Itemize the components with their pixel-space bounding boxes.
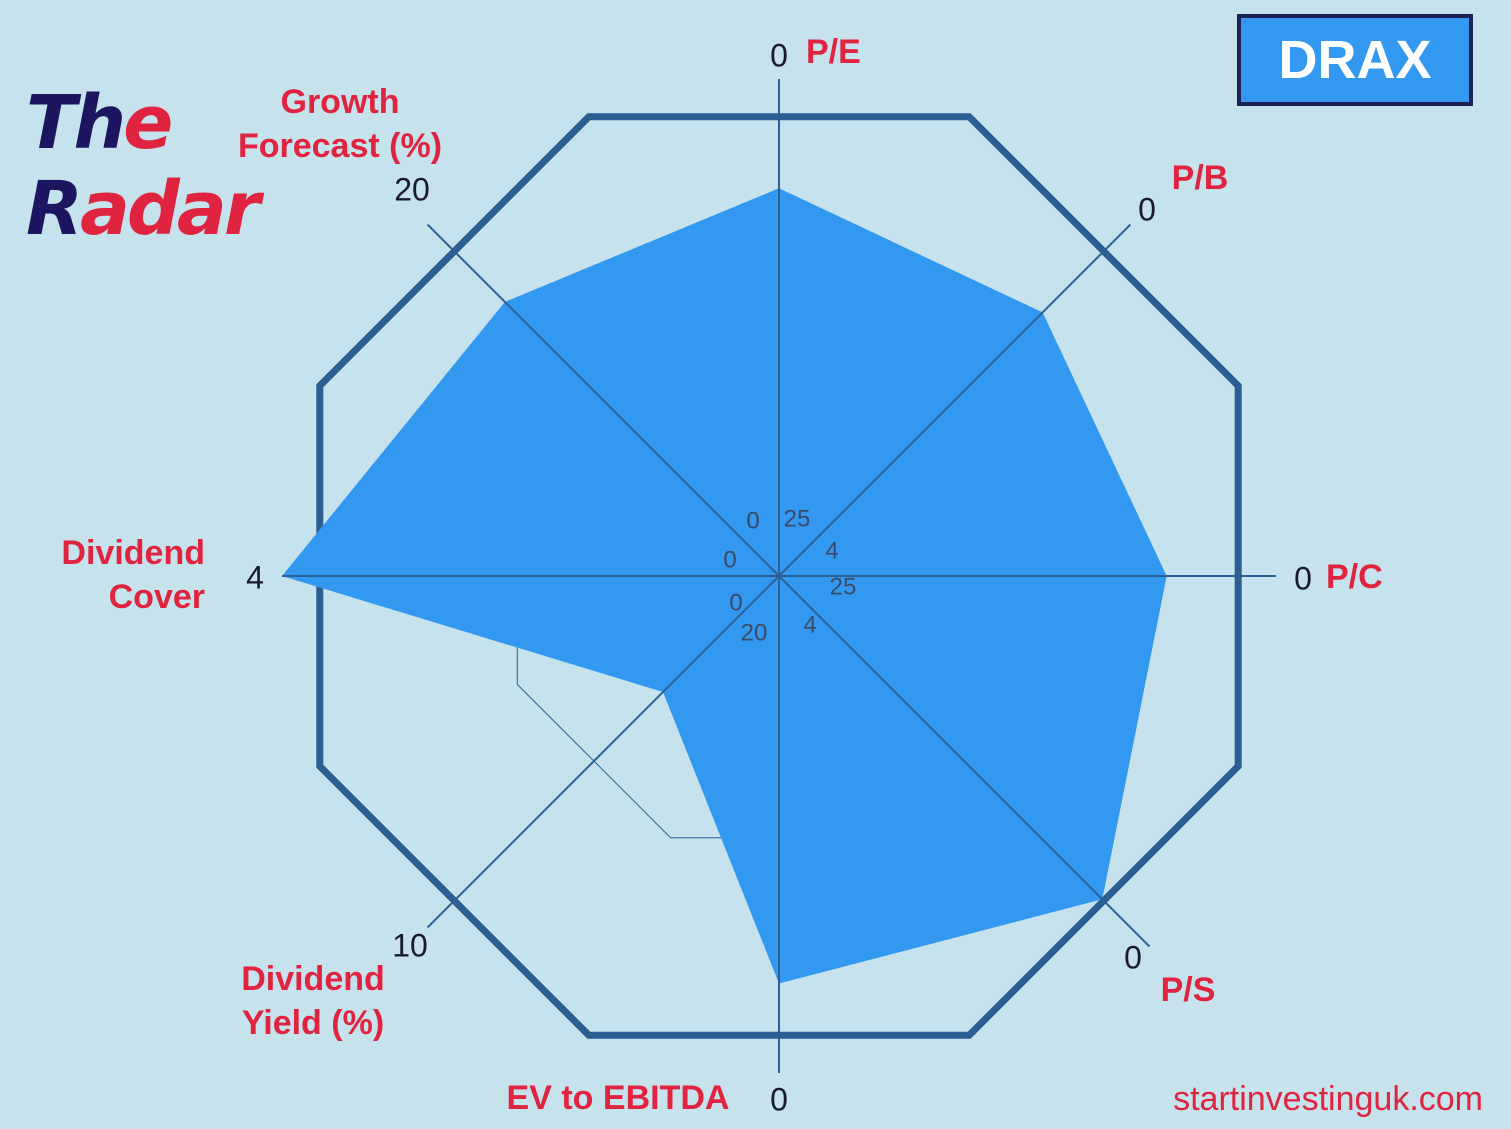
axis-label-line: P/E — [806, 33, 861, 71]
inner-tick-3: 25 — [830, 573, 857, 600]
axis-label-6: Dividend Yield (%) — [241, 960, 385, 1042]
axis-label-line: Growth — [281, 83, 400, 121]
inner-tick-1: 25 — [784, 505, 811, 532]
outer-tick-3: 0 — [1294, 560, 1312, 596]
axis-label-line: EV to EBITDA — [507, 1079, 730, 1117]
inner-tick-5: 20 — [741, 619, 768, 646]
outer-octagon-frame — [316, 113, 1242, 1039]
outer-tick-8: 20 — [394, 171, 430, 207]
axis-line-2 — [778, 223, 1132, 577]
outer-tick-4: 0 — [1124, 939, 1142, 975]
inner-tick-4: 4 — [803, 611, 816, 638]
axis-line-8 — [426, 223, 780, 577]
axis-label-line: Dividend — [241, 960, 385, 998]
axis-line-4 — [778, 575, 1151, 948]
axis-label-8: Growth Forecast (%) — [238, 83, 442, 165]
axis-label-line: Forecast (%) — [238, 127, 442, 165]
axis-label-1: P/E — [806, 33, 861, 71]
the-radar-logo: The Radar — [26, 80, 260, 252]
axis-label-line: Yield (%) — [242, 1004, 384, 1042]
outer-tick-7: 4 — [246, 559, 264, 595]
axis-label-3: P/C — [1326, 558, 1383, 596]
axis-label-line: Dividend — [61, 534, 205, 572]
axis-label-7: Dividend Cover — [61, 534, 205, 616]
inner-tick-7: 0 — [723, 546, 736, 573]
ticker-badge: DRAX — [1237, 14, 1473, 106]
outer-tick-1: 0 — [770, 37, 788, 73]
source-url: startinvestinguk.com — [1173, 1080, 1483, 1118]
axis-label-line: P/C — [1326, 558, 1383, 596]
axis-label-line: P/S — [1161, 971, 1216, 1009]
axis-label-5: EV to EBITDA — [507, 1079, 730, 1117]
axis-line-6 — [426, 575, 780, 929]
outer-tick-2: 0 — [1138, 191, 1156, 227]
data-area-drax — [282, 188, 1167, 984]
inner-tick-6: 0 — [729, 589, 742, 616]
logo-line-2: Radar — [26, 166, 260, 252]
axis-label-line: Cover — [109, 578, 205, 616]
inner-tick-8: 0 — [746, 507, 759, 534]
outer-tick-5: 0 — [770, 1081, 788, 1117]
axis-label-4: P/S — [1161, 971, 1216, 1009]
inner-tick-2: 4 — [825, 537, 838, 564]
axis-label-line: P/B — [1172, 159, 1229, 197]
axis-label-2: P/B — [1172, 159, 1229, 197]
logo-line-1: The — [26, 80, 173, 166]
outer-tick-6: 10 — [392, 927, 428, 963]
